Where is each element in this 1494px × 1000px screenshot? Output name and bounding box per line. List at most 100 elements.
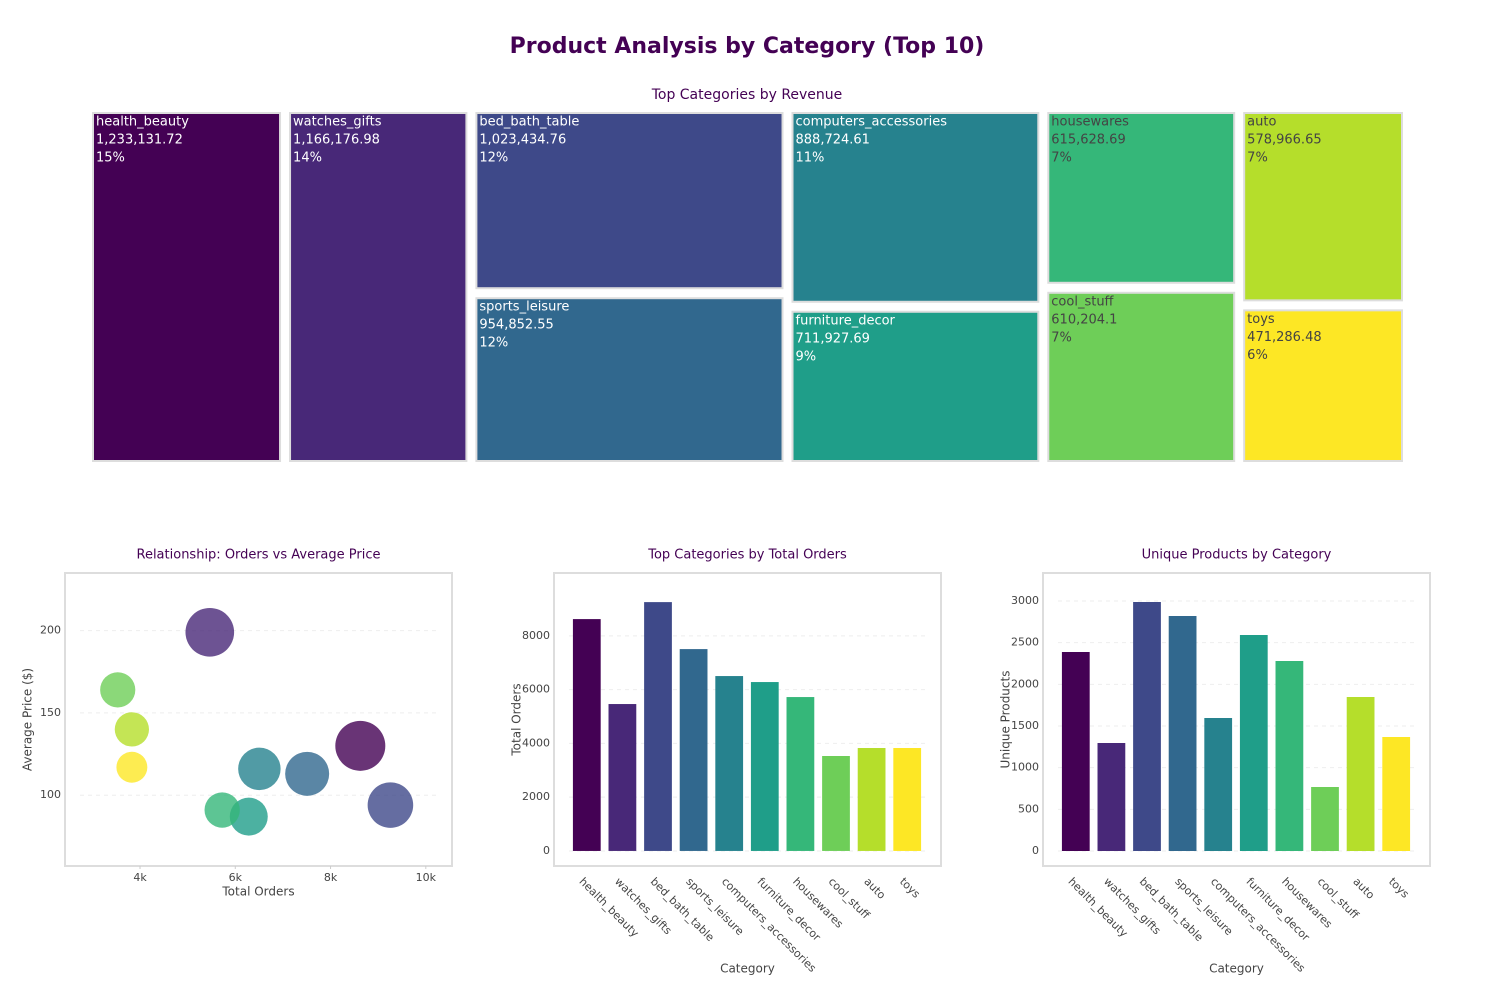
- bar: [857, 748, 886, 851]
- tile: [475, 297, 784, 462]
- tile: [92, 112, 282, 462]
- tile-label: 15%: [96, 151, 125, 166]
- bar: [608, 704, 637, 851]
- y-axis-title: Total Orders: [510, 683, 524, 756]
- tile: [1047, 112, 1236, 284]
- tile-label: 11%: [796, 151, 825, 166]
- tile-label: sports_leisure: [479, 300, 569, 315]
- plot-frame: [1042, 572, 1431, 867]
- tile-label: 615,628.69: [1051, 133, 1125, 148]
- x-tick-label: 4k: [133, 871, 147, 884]
- tile-label: 12%: [479, 336, 508, 351]
- bar: [572, 619, 601, 851]
- y-tick-label: 2000: [522, 790, 550, 803]
- bar: [822, 756, 850, 851]
- tile-label: 6%: [1247, 348, 1268, 363]
- x-tick-label: furniture_decor: [755, 875, 824, 944]
- page-title: Product Analysis by Category (Top 10): [510, 34, 985, 59]
- tile-label: housewares: [1051, 115, 1129, 130]
- bubble: [185, 607, 235, 657]
- tile-label: bed_bath_table: [479, 115, 579, 130]
- bar: [679, 649, 708, 851]
- tile-label: 12%: [479, 151, 508, 166]
- y-tick-label: 8000: [522, 629, 550, 642]
- y-tick-label: 4000: [522, 736, 550, 749]
- y-axis-title: Average Price ($): [21, 668, 35, 771]
- plot-frame: [64, 572, 453, 867]
- y-tick-label: 1000: [1011, 761, 1039, 774]
- y-tick-label: 0: [543, 844, 550, 857]
- tile: [1047, 291, 1236, 462]
- y-tick-label: 6000: [522, 683, 550, 696]
- tile-label: 610,204.1: [1051, 312, 1117, 327]
- x-tick-label: 6k: [229, 871, 243, 884]
- y-tick-label: 100: [40, 788, 61, 801]
- tile-label: cool_stuff: [1051, 294, 1114, 309]
- tile-label: 578,966.65: [1247, 133, 1321, 148]
- bar: [1168, 616, 1197, 851]
- tile: [1243, 112, 1403, 302]
- tile-label: 1,023,434.76: [479, 133, 566, 148]
- bubble: [335, 720, 386, 771]
- bar: [715, 676, 744, 851]
- x-axis-title: Total Orders: [221, 885, 294, 899]
- tile-label: 9%: [796, 349, 817, 364]
- bubble: [238, 747, 281, 791]
- bubble: [100, 672, 136, 708]
- tile: [1243, 309, 1403, 462]
- chart-title: Top Categories by Total Orders: [647, 548, 847, 563]
- y-tick-label: 1500: [1011, 719, 1039, 732]
- bar: [1239, 635, 1268, 851]
- tile-label: 14%: [293, 151, 322, 166]
- bar: [1133, 602, 1161, 851]
- x-tick-label: furniture_decor: [1244, 875, 1313, 944]
- y-tick-label: 3000: [1011, 594, 1039, 607]
- x-tick-label: 8k: [324, 871, 338, 884]
- tile-label: furniture_decor: [796, 313, 896, 328]
- plot-frame: [553, 572, 942, 867]
- bar: [1311, 787, 1339, 851]
- bubble: [285, 751, 330, 796]
- bar: [1382, 737, 1411, 851]
- tile-label: 1,166,176.98: [293, 133, 380, 148]
- bubble: [204, 792, 240, 828]
- x-tick-label: auto: [861, 875, 888, 902]
- tile: [289, 112, 468, 462]
- y-axis-title: Unique Products: [999, 671, 1013, 769]
- y-tick-label: 2000: [1011, 677, 1039, 690]
- tile-label: watches_gifts: [293, 115, 382, 130]
- tile-label: health_beauty: [96, 115, 189, 130]
- bar: [893, 748, 922, 851]
- chart-title: Unique Products by Category: [1142, 548, 1332, 563]
- bar: [786, 697, 815, 851]
- bar: [644, 602, 672, 851]
- tile-label: 888,724.61: [796, 133, 870, 148]
- x-axis-title: Category: [720, 962, 775, 976]
- bar: [1097, 743, 1126, 851]
- y-tick-label: 500: [1018, 802, 1039, 815]
- tile-label: 7%: [1051, 330, 1072, 345]
- bar: [750, 682, 779, 851]
- tile-label: 711,927.69: [796, 331, 870, 346]
- bar: [1204, 718, 1233, 851]
- y-tick-label: 2500: [1011, 636, 1039, 649]
- bar: [1275, 661, 1304, 851]
- y-tick-label: 0: [1032, 844, 1039, 857]
- x-tick-label: auto: [1350, 875, 1377, 902]
- tile-label: 7%: [1051, 151, 1072, 166]
- y-tick-label: 200: [40, 624, 61, 637]
- y-tick-label: 150: [40, 706, 61, 719]
- tile-label: 954,852.55: [479, 318, 553, 333]
- bubble: [116, 751, 148, 783]
- bubble: [114, 712, 150, 747]
- bar: [1061, 652, 1090, 851]
- tile-label: 471,286.48: [1247, 330, 1321, 345]
- bubble: [367, 782, 414, 828]
- x-tick-label: 10k: [416, 871, 437, 884]
- tile-label: 1,233,131.72: [96, 133, 183, 148]
- tile-label: computers_accessories: [796, 115, 948, 130]
- tile: [791, 112, 1040, 303]
- x-tick-label: toys: [897, 875, 923, 901]
- x-tick-label: toys: [1386, 875, 1412, 901]
